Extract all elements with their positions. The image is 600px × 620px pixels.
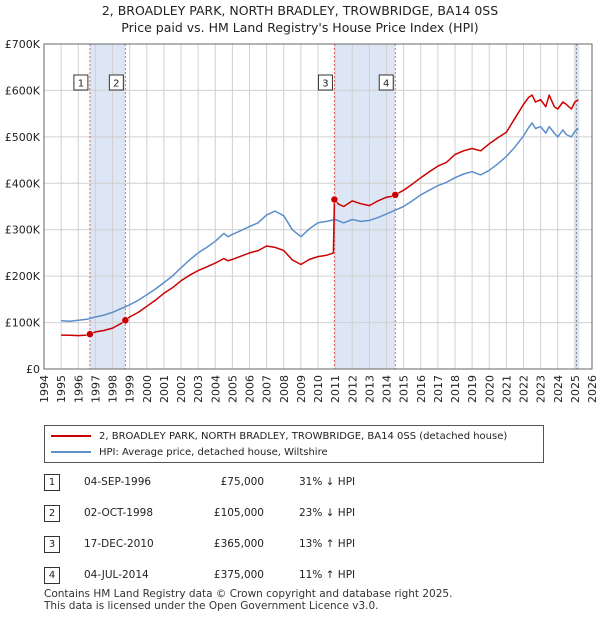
x-tick-label: 2019: [466, 375, 479, 403]
sale-price: £105,000: [213, 507, 264, 519]
x-tick-label: 2021: [500, 375, 513, 403]
series-line-hpi: [61, 122, 579, 322]
x-tick-label: 2013: [363, 375, 376, 403]
x-tick-label: 2024: [552, 375, 565, 403]
x-tick-label: 2023: [535, 375, 548, 403]
sale-hpi-diff: 11% ↑ HPI: [299, 569, 356, 581]
sale-hpi-diff: 23% ↓ HPI: [299, 507, 356, 519]
footer-line1: Contains HM Land Registry data © Crown c…: [44, 588, 453, 600]
x-tick-label: 1995: [55, 375, 68, 403]
sale-hpi-diff: 13% ↑ HPI: [299, 538, 356, 550]
legend-label-property: 2, BROADLEY PARK, NORTH BRADLEY, TROWBRI…: [99, 430, 508, 442]
sale-price: £75,000: [220, 476, 264, 488]
sale-label-box: 1: [73, 74, 89, 91]
sale-label-frame: [108, 74, 124, 91]
sale-date: 04-JUL-2014: [84, 569, 149, 581]
y-tick-label: £600K: [5, 84, 41, 97]
sale-date: 04-SEP-1996: [84, 476, 152, 488]
legend-swatch-hpi: [51, 451, 91, 453]
x-tick-label: 2009: [295, 375, 308, 403]
sale-date: 17-DEC-2010: [84, 538, 154, 550]
x-tick-label: 1997: [89, 375, 102, 403]
sale-label-frame: [317, 74, 333, 91]
sale-label-text: 3: [322, 79, 328, 90]
x-tick-label: 2025: [569, 375, 582, 403]
y-tick-label: £700K: [5, 38, 41, 51]
shaded-range: [574, 44, 580, 369]
sale-price: £375,000: [213, 569, 264, 581]
legend-item-property: 2, BROADLEY PARK, NORTH BRADLEY, TROWBRI…: [51, 428, 507, 444]
sale-point: [121, 316, 130, 324]
x-tick-label: 2018: [449, 375, 462, 403]
x-tick-label: 2008: [278, 375, 291, 403]
x-tick-label: 2015: [398, 375, 411, 403]
x-tick-label: 2016: [415, 375, 428, 403]
sale-point: [86, 330, 94, 338]
sale-row: 2 02-OCT-1998 £105,000 23% ↓ HPI: [44, 503, 564, 523]
legend: 2, BROADLEY PARK, NORTH BRADLEY, TROWBRI…: [44, 425, 544, 463]
sale-label-box: 4: [378, 74, 394, 91]
x-tick-label: 2014: [381, 375, 394, 403]
price-chart: 1 2 3 4 £0 £100K £200K £300K £400K £500K £600K £700…: [5, 38, 599, 403]
sale-point: [391, 191, 399, 199]
y-tick-label: £400K: [5, 177, 41, 190]
sale-label-box: 3: [317, 74, 333, 91]
x-tick-label: 2020: [483, 375, 496, 403]
x-tick-label: 2022: [518, 375, 531, 403]
x-tick-label: 2017: [432, 375, 445, 403]
sale-date: 02-OCT-1998: [84, 507, 153, 519]
chart-title: 2, BROADLEY PARK, NORTH BRADLEY, TROWBRI…: [0, 2, 600, 36]
sale-point: [330, 195, 339, 204]
x-tick-label: 2001: [158, 375, 171, 403]
sale-number-badge: 3: [44, 536, 60, 553]
chart-title-line2: Price paid vs. HM Land Registry's House …: [121, 20, 479, 35]
sale-label-text: 4: [383, 79, 389, 90]
x-tick-label: 2000: [141, 375, 154, 403]
sale-row: 1 04-SEP-1996 £75,000 31% ↓ HPI: [44, 472, 564, 492]
x-tick-label: 1998: [107, 375, 120, 403]
sale-hpi-diff: 31% ↓ HPI: [299, 476, 356, 488]
x-tick-label: 2003: [192, 375, 205, 403]
footer-line2: This data is licensed under the Open Gov…: [44, 599, 379, 612]
y-tick-label: £300K: [5, 224, 41, 237]
x-tick-label: 1994: [38, 375, 51, 403]
legend-label-hpi: HPI: Average price, detached house, Wilt…: [99, 446, 328, 458]
plot-frame: [43, 43, 593, 370]
x-tick-label: 2004: [209, 375, 222, 403]
x-tick-label: 2007: [261, 375, 274, 403]
sale-label-text: 1: [78, 79, 84, 90]
x-tick-label: 1996: [72, 375, 85, 403]
y-tick-label: £500K: [5, 131, 41, 144]
legend-swatch-property: [51, 435, 91, 437]
y-tick-label: £200K: [5, 270, 41, 283]
x-tick-label: 2002: [175, 375, 188, 403]
sale-label-box: 2: [108, 74, 124, 91]
x-tick-label: 2006: [244, 375, 257, 403]
y-tick-label: £0: [26, 363, 40, 376]
x-tick-label: 1999: [124, 375, 137, 403]
sale-row: 3 17-DEC-2010 £365,000 13% ↑ HPI: [44, 534, 564, 554]
sale-label-frame: [378, 74, 394, 91]
sale-label-text: 2: [113, 79, 119, 90]
legend-item-hpi: HPI: Average price, detached house, Wilt…: [51, 444, 328, 460]
x-tick-label: 2010: [312, 375, 325, 403]
chart-title-line1: 2, BROADLEY PARK, NORTH BRADLEY, TROWBRI…: [101, 3, 499, 18]
x-tick-label: 2026: [586, 375, 599, 403]
sale-row: 4 04-JUL-2014 £375,000 11% ↑ HPI: [44, 565, 564, 585]
sale-number-badge: 4: [44, 567, 60, 584]
x-tick-label: 2005: [226, 375, 239, 403]
x-tick-label: 2012: [346, 375, 359, 403]
sale-number-badge: 1: [44, 474, 60, 491]
sale-label-frame: [73, 74, 89, 91]
footer-attribution: Contains HM Land Registry data © Crown c…: [44, 588, 453, 612]
x-tick-label: 2011: [329, 375, 342, 403]
y-tick-label: £100K: [5, 317, 41, 330]
sale-price: £365,000: [213, 538, 264, 550]
sale-number-badge: 2: [44, 505, 60, 522]
